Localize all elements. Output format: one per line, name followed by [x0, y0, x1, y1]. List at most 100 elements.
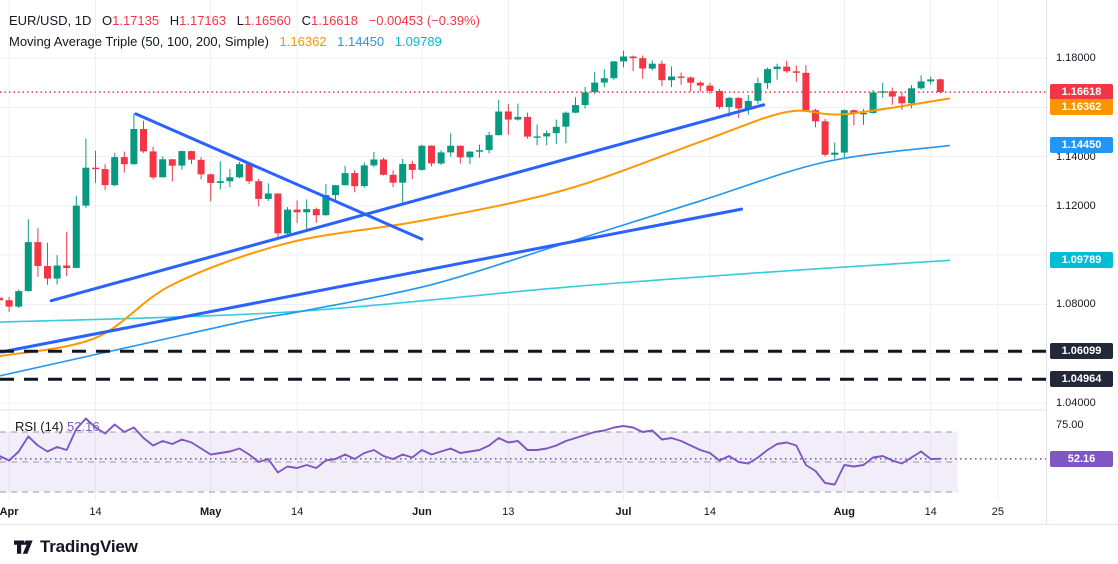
candle	[831, 142, 839, 159]
gridlines	[0, 0, 1046, 501]
trendlines	[0, 103, 766, 354]
candle	[668, 66, 675, 88]
rsi-line[interactable]	[0, 417, 941, 486]
candle	[63, 231, 71, 277]
candle	[504, 104, 512, 135]
indicator-title[interactable]: Moving Average Triple (50, 100, 200, Sim…	[9, 34, 269, 49]
price-axis[interactable]: 1.18000 1.14000 1.12000 1.08000 1.04000 75.00…	[1046, 0, 1118, 524]
axis-label: 1.12000	[1056, 199, 1096, 212]
candle	[168, 159, 176, 182]
time-axis-label: 14	[924, 506, 937, 518]
axis-label: 1.04000	[1056, 397, 1096, 409]
ma200-value: 1.09789	[394, 34, 442, 49]
candle	[149, 146, 157, 180]
rsi-band	[0, 431, 958, 493]
candle	[24, 219, 32, 292]
candle	[207, 173, 215, 202]
candle	[572, 97, 579, 114]
tradingview-logo[interactable]: TradingView	[14, 537, 138, 557]
downtrend-april[interactable]	[134, 112, 424, 241]
tradingview-logo-icon	[14, 540, 33, 554]
rsi-title[interactable]: RSI	[15, 419, 37, 434]
candle	[696, 81, 704, 92]
candle	[120, 151, 128, 173]
candle	[72, 195, 80, 269]
candle	[159, 156, 167, 178]
price-badge: 1.06099	[1050, 343, 1113, 360]
candle	[284, 207, 291, 235]
time-axis-label: 25	[991, 506, 1005, 518]
candle	[53, 255, 61, 285]
candle	[437, 150, 445, 165]
price-badge: 1.04964	[1050, 371, 1113, 388]
candle	[485, 131, 493, 154]
rsi-legend-row[interactable]: RSI (14) 52.16	[15, 419, 100, 434]
uptrend-minor[interactable]	[0, 207, 744, 354]
uptrend-major[interactable]	[49, 103, 766, 303]
candle	[418, 144, 426, 171]
candle	[92, 150, 99, 183]
candle	[293, 200, 301, 224]
time-axis-label: Aug	[833, 506, 855, 518]
sma200-line[interactable]	[0, 259, 950, 323]
rsi-param: (14)	[40, 419, 64, 434]
candle	[274, 193, 282, 240]
candle	[360, 162, 368, 188]
candle	[543, 130, 551, 146]
candle	[581, 86, 589, 109]
candle	[802, 65, 810, 111]
candle	[370, 152, 378, 168]
candle	[322, 184, 330, 216]
candle	[620, 50, 627, 68]
close-value: 1.16618	[311, 13, 358, 28]
high-value: 1.17163	[179, 13, 227, 28]
candle	[226, 168, 234, 188]
candle	[197, 157, 205, 180]
candle	[917, 75, 925, 90]
candle	[879, 82, 887, 98]
change-value: −0.00453 (−0.39%)	[368, 13, 480, 28]
candles-layer	[0, 50, 944, 312]
sma50-line[interactable]	[0, 97, 951, 358]
chart-canvas[interactable]	[0, 0, 1046, 524]
candle	[389, 170, 397, 188]
time-axis[interactable]: Apr 14 May 14 Jun 13 Jul 14 Aug 14 25	[0, 501, 1046, 524]
symbol-legend-row[interactable]: EUR/USD, 1D O1.17135 H1.17163 L1.16560 C…	[9, 10, 480, 31]
time-axis-label: Jun	[412, 506, 432, 518]
candle	[255, 178, 263, 207]
candle	[514, 103, 522, 121]
candle	[380, 157, 387, 176]
price-badge: 1.16618	[1050, 84, 1113, 101]
candle	[744, 95, 752, 115]
chart-legend: EUR/USD, 1D O1.17135 H1.17163 L1.16560 C…	[9, 10, 480, 52]
high-label: H	[169, 13, 180, 28]
time-axis-label: May	[199, 506, 222, 518]
candle	[188, 150, 195, 164]
candle	[236, 162, 243, 179]
indicator-legend-row[interactable]: Moving Average Triple (50, 100, 200, Sim…	[9, 31, 480, 52]
candle	[639, 55, 647, 79]
low-value: 1.16560	[243, 13, 291, 28]
price-badge: 1.16362	[1050, 99, 1113, 116]
candle	[264, 183, 272, 201]
candle	[764, 67, 771, 89]
candle	[44, 242, 51, 285]
candle	[927, 76, 935, 85]
symbol-title[interactable]: EUR/USD, 1D	[9, 13, 92, 28]
ma100-value: 1.14450	[337, 34, 385, 49]
time-axis-label: 14	[89, 506, 102, 518]
candle	[140, 120, 147, 153]
time-axis-label: 14	[290, 506, 304, 518]
candle	[821, 118, 829, 157]
candle	[936, 78, 944, 94]
candle	[524, 112, 531, 139]
sma100-line[interactable]	[0, 144, 951, 377]
time-axis-label: Jul	[615, 506, 632, 518]
time-axis-label: 13	[502, 506, 515, 518]
candle	[687, 76, 695, 92]
candle	[111, 152, 119, 187]
candle	[447, 133, 455, 157]
candle	[591, 71, 599, 94]
candle	[706, 82, 714, 94]
open-label: O	[101, 13, 113, 28]
